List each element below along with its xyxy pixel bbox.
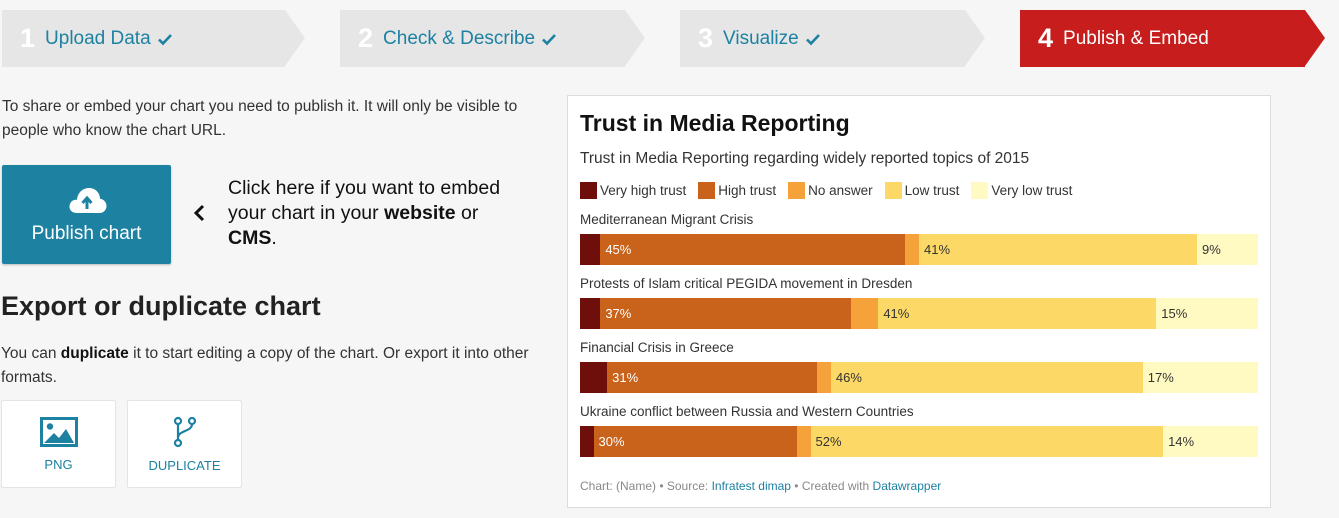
legend-item: Low trust <box>884 182 960 199</box>
bar-category-label: Protests of Islam critical PEGIDA moveme… <box>580 276 913 291</box>
legend-item: High trust <box>698 182 776 199</box>
step-number: 1 <box>20 23 36 53</box>
bar-segment <box>851 298 879 329</box>
checkmark-icon <box>542 33 557 45</box>
bar-value-label: 41% <box>924 242 951 257</box>
bar-segment <box>600 234 906 265</box>
legend-item: Very low trust <box>971 182 1072 199</box>
chart-subtitle: Trust in Media Reporting regarding widel… <box>580 150 1030 167</box>
legend-swatch <box>788 182 806 199</box>
bar-segment <box>919 234 1197 265</box>
legend-label: Low trust <box>904 183 960 198</box>
bar-segment <box>580 426 594 457</box>
bar-category-label: Financial Crisis in Greece <box>580 340 734 355</box>
bar-segment <box>1163 426 1258 457</box>
legend-label: High trust <box>718 183 777 198</box>
bar-segment <box>593 426 797 457</box>
step-number: 3 <box>698 23 714 53</box>
bar-value-label: 9% <box>1201 242 1221 257</box>
bar-value-label: 30% <box>598 434 625 449</box>
image-icon <box>39 416 78 447</box>
bar-value-label: 52% <box>815 434 842 449</box>
stacked-bar: 45% 41% 9% <box>580 234 1258 265</box>
chart-title: Trust in Media Reporting <box>580 110 850 136</box>
bar-segment <box>905 234 919 265</box>
chart-footer: Chart: (Name) • Source: Infratest dimap … <box>580 479 942 493</box>
png-label: PNG <box>44 456 73 472</box>
checkmark-icon <box>805 33 820 45</box>
step-arrow <box>1305 10 1325 66</box>
duplicate-description: You can duplicate it to start editing a … <box>1 345 529 386</box>
bar-segment <box>810 426 1164 457</box>
step-label: Publish & Embed <box>1063 27 1209 49</box>
step-label: Check & Describe <box>383 27 536 49</box>
step-visualize[interactable]: 3 Visualize <box>680 10 965 67</box>
legend-item: No answer <box>788 182 873 199</box>
cloud-upload-icon <box>68 187 106 213</box>
publish-chart-button[interactable]: Publish chart <box>2 165 171 264</box>
legend-swatch <box>971 182 989 199</box>
step-number: 2 <box>358 23 374 53</box>
bar-segment <box>600 298 852 329</box>
chevron-left-icon <box>193 204 205 222</box>
stacked-bar: 37% 41% 15% <box>580 298 1258 329</box>
bar-segment <box>878 298 1157 329</box>
bar-segment <box>607 362 818 393</box>
bar-segment <box>796 426 811 457</box>
step-arrow <box>965 10 985 66</box>
datawrapper-link[interactable]: Datawrapper <box>872 479 942 493</box>
bar-value-label: 14% <box>1168 434 1195 449</box>
bar-value-label: 15% <box>1161 306 1188 321</box>
bar-segment <box>1142 362 1258 393</box>
publish-chart-label: Publish chart <box>31 222 142 244</box>
checkmark-icon <box>157 33 172 45</box>
legend-label: Very low trust <box>991 183 1073 198</box>
bar-category-label: Ukraine conflict between Russia and West… <box>580 404 914 419</box>
duplicate-button[interactable]: DUPLICATE <box>127 400 242 488</box>
bar-value-label: 41% <box>883 306 910 321</box>
chart-legend: Very high trust High trust No answer Low tr… <box>580 182 1084 199</box>
export-png-button[interactable]: PNG <box>1 400 116 488</box>
bar-category-label: Mediterranean Migrant Crisis <box>580 212 754 227</box>
bar-segment <box>580 298 601 329</box>
step-label: Upload Data <box>45 27 151 49</box>
source-link[interactable]: Infratest dimap <box>711 479 791 493</box>
legend-label: Very high trust <box>600 183 687 198</box>
chart-preview: Trust in Media Reporting Trust in Media … <box>567 95 1271 508</box>
bar-segment <box>1196 234 1258 265</box>
step-check-describe[interactable]: 2 Check & Describe <box>340 10 625 67</box>
step-publish-embed[interactable]: 4 Publish & Embed <box>1020 10 1305 67</box>
bar-segment <box>830 362 1143 393</box>
step-arrow <box>285 10 305 66</box>
bar-segment <box>817 362 831 393</box>
step-upload-data[interactable]: 1 Upload Data <box>2 10 285 67</box>
bar-value-label: 46% <box>835 370 862 385</box>
bar-value-label: 31% <box>612 370 639 385</box>
export-heading: Export or duplicate chart <box>1 291 321 321</box>
step-arrow <box>625 10 645 66</box>
step-number: 4 <box>1038 23 1054 53</box>
bar-value-label: 37% <box>605 306 632 321</box>
bar-segment <box>580 362 608 393</box>
step-label: Visualize <box>723 27 799 49</box>
bar-value-label: 45% <box>605 242 632 257</box>
legend-item: Very high trust <box>580 182 686 199</box>
legend-label: No answer <box>808 183 873 198</box>
duplicate-label: DUPLICATE <box>148 457 221 473</box>
stacked-bar: 31% 46% 17% <box>580 362 1258 393</box>
legend-swatch <box>698 182 716 199</box>
stacked-bar: 30% 52% 14% <box>580 426 1258 457</box>
legend-swatch <box>580 182 597 199</box>
legend-swatch <box>884 182 902 199</box>
bar-value-label: 17% <box>1147 370 1174 385</box>
bar-segment <box>580 234 601 265</box>
publish-hint: Click here if you want to embed your cha… <box>228 177 501 249</box>
fork-icon <box>173 416 196 447</box>
bar-segment <box>1156 298 1258 329</box>
publish-intro-text: To share or embed your chart you need to… <box>2 98 518 139</box>
